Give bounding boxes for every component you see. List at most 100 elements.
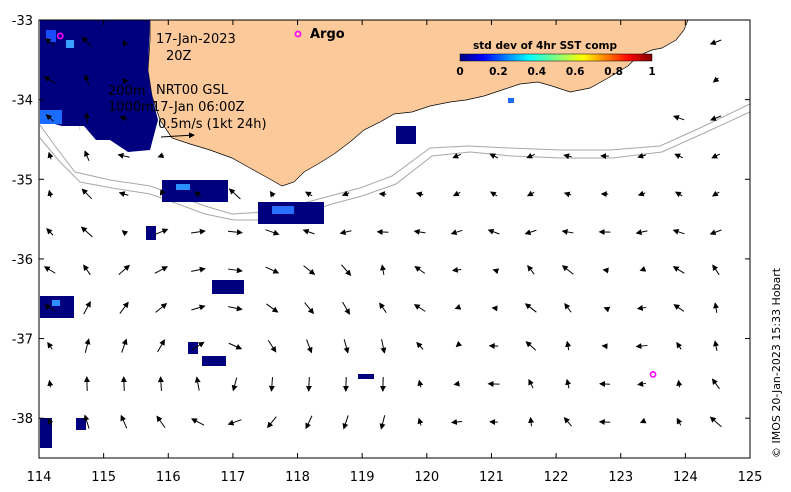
date-label: 17-Jan-2023 [156,32,236,47]
time-label: 20Z [166,49,192,64]
isobath-200m [39,103,750,215]
vector-scale-arrow [160,132,195,139]
current-vector-arrow [639,417,647,424]
credit-text: © IMOS 20-Jan-2023 15:33 Hobart [770,267,783,458]
current-vector-arrow [561,265,574,275]
colorbar-tick-label: 0.6 [566,66,585,78]
current-vector-arrow [268,377,275,392]
current-vector-arrow [265,266,280,274]
current-vector-arrow [712,76,720,83]
colorbar-tick-label: 0.2 [489,66,508,78]
current-vector-arrow [304,191,313,198]
current-vector-arrow [673,304,685,312]
current-vector-arrow [80,226,93,238]
current-vector-arrow [84,338,91,353]
argo-float-marker [56,32,64,40]
current-vector-arrow [380,339,387,354]
y-tick-label: -33 [12,14,33,29]
current-vector-arrow [83,264,91,276]
current-vector-arrow [564,302,572,313]
current-vector-arrow [119,301,129,314]
current-vector-arrow [636,304,647,311]
product-label: NRT00 GSL [156,83,229,98]
current-vector-arrow [191,304,206,311]
current-vector-arrow [47,417,54,426]
current-vector-arrow [637,380,646,387]
current-vector-arrow [267,339,277,353]
plot-frame [38,19,751,459]
x-tick-label: 125 [738,470,763,485]
current-vector-arrow [194,191,202,198]
current-vector-arrow [191,341,205,351]
current-vector-arrow [674,153,684,160]
current-vector-arrow [711,378,720,390]
current-vector-arrow [157,376,164,391]
axis-ticks [38,19,751,458]
current-vector-arrow [674,191,683,198]
current-vector-arrow [44,304,56,312]
current-vector-arrow [305,415,313,430]
current-vector-arrow [563,416,572,427]
x-axis-labels: 114 115 116 117 118 119 120 121 122 123 124 125 [27,470,763,485]
current-vector-arrow [228,305,243,312]
current-vector-arrow [81,188,93,200]
current-vector-arrow [159,189,166,196]
current-vector-arrow [343,339,350,354]
current-vector-arrow [156,415,166,428]
current-vector-arrow [154,266,169,274]
current-vector-arrow [524,303,537,313]
current-vector-arrow [526,152,536,159]
current-vector-arrow [46,228,54,236]
current-vector-arrow [302,228,315,235]
current-vector-arrow [118,264,130,275]
current-vector-arrow [228,229,243,236]
current-vector-arrow [228,342,243,350]
current-vector-arrow [450,229,463,236]
current-vector-arrow [672,266,685,274]
y-tick-label: -35 [12,173,33,188]
current-vector-arrow [47,341,54,350]
current-vector-arrow [673,115,685,121]
current-vectors [43,36,722,430]
current-vector-arrow [710,115,722,121]
x-tick-label: 124 [673,470,698,485]
isobath-1000-label: 1000m [108,100,154,115]
current-vector-arrow [305,377,312,392]
current-vector-arrow [525,341,537,351]
current-vector-arrow [84,74,90,86]
current-vector-arrow [121,338,128,353]
current-vector-arrow [453,380,460,387]
current-vector-arrow [81,36,92,48]
current-vector-arrow [524,229,537,236]
argo-legend-marker [294,30,302,38]
current-vector-arrow [415,191,424,198]
current-vector-arrow [454,303,462,310]
current-vector-arrow [43,76,56,84]
x-tick-label: 116 [156,470,181,485]
current-vector-arrow [637,190,646,197]
current-vector-arrow [417,417,424,426]
current-vector-arrow [194,376,201,391]
current-vector-arrow [339,229,352,236]
colorbar [459,53,653,62]
current-vector-arrow [413,228,426,235]
current-vector-arrow [191,418,205,426]
current-vector-arrow [155,302,168,313]
colorbar-tick-labels: 0 0.2 0.4 0.6 0.8 1 [456,66,655,78]
current-vector-arrow [84,112,90,123]
current-vector-arrow [489,191,498,198]
colorbar-tick-label: 0 [456,66,463,78]
current-vector-arrow [120,376,127,391]
isobath-1000m [39,111,750,221]
current-vector-arrow [452,190,461,197]
current-vector-arrow [47,151,54,160]
current-vector-arrow [450,419,463,425]
current-vector-arrow [341,264,352,276]
colorbar-title: std dev of 4hr SST comp [473,40,617,52]
current-vector-arrow [84,150,90,162]
current-vector-arrow [414,266,426,274]
current-vector-arrow [487,228,500,235]
product-time-label: 17-Jan 06:00Z [152,100,245,115]
current-vector-arrow [379,302,387,314]
